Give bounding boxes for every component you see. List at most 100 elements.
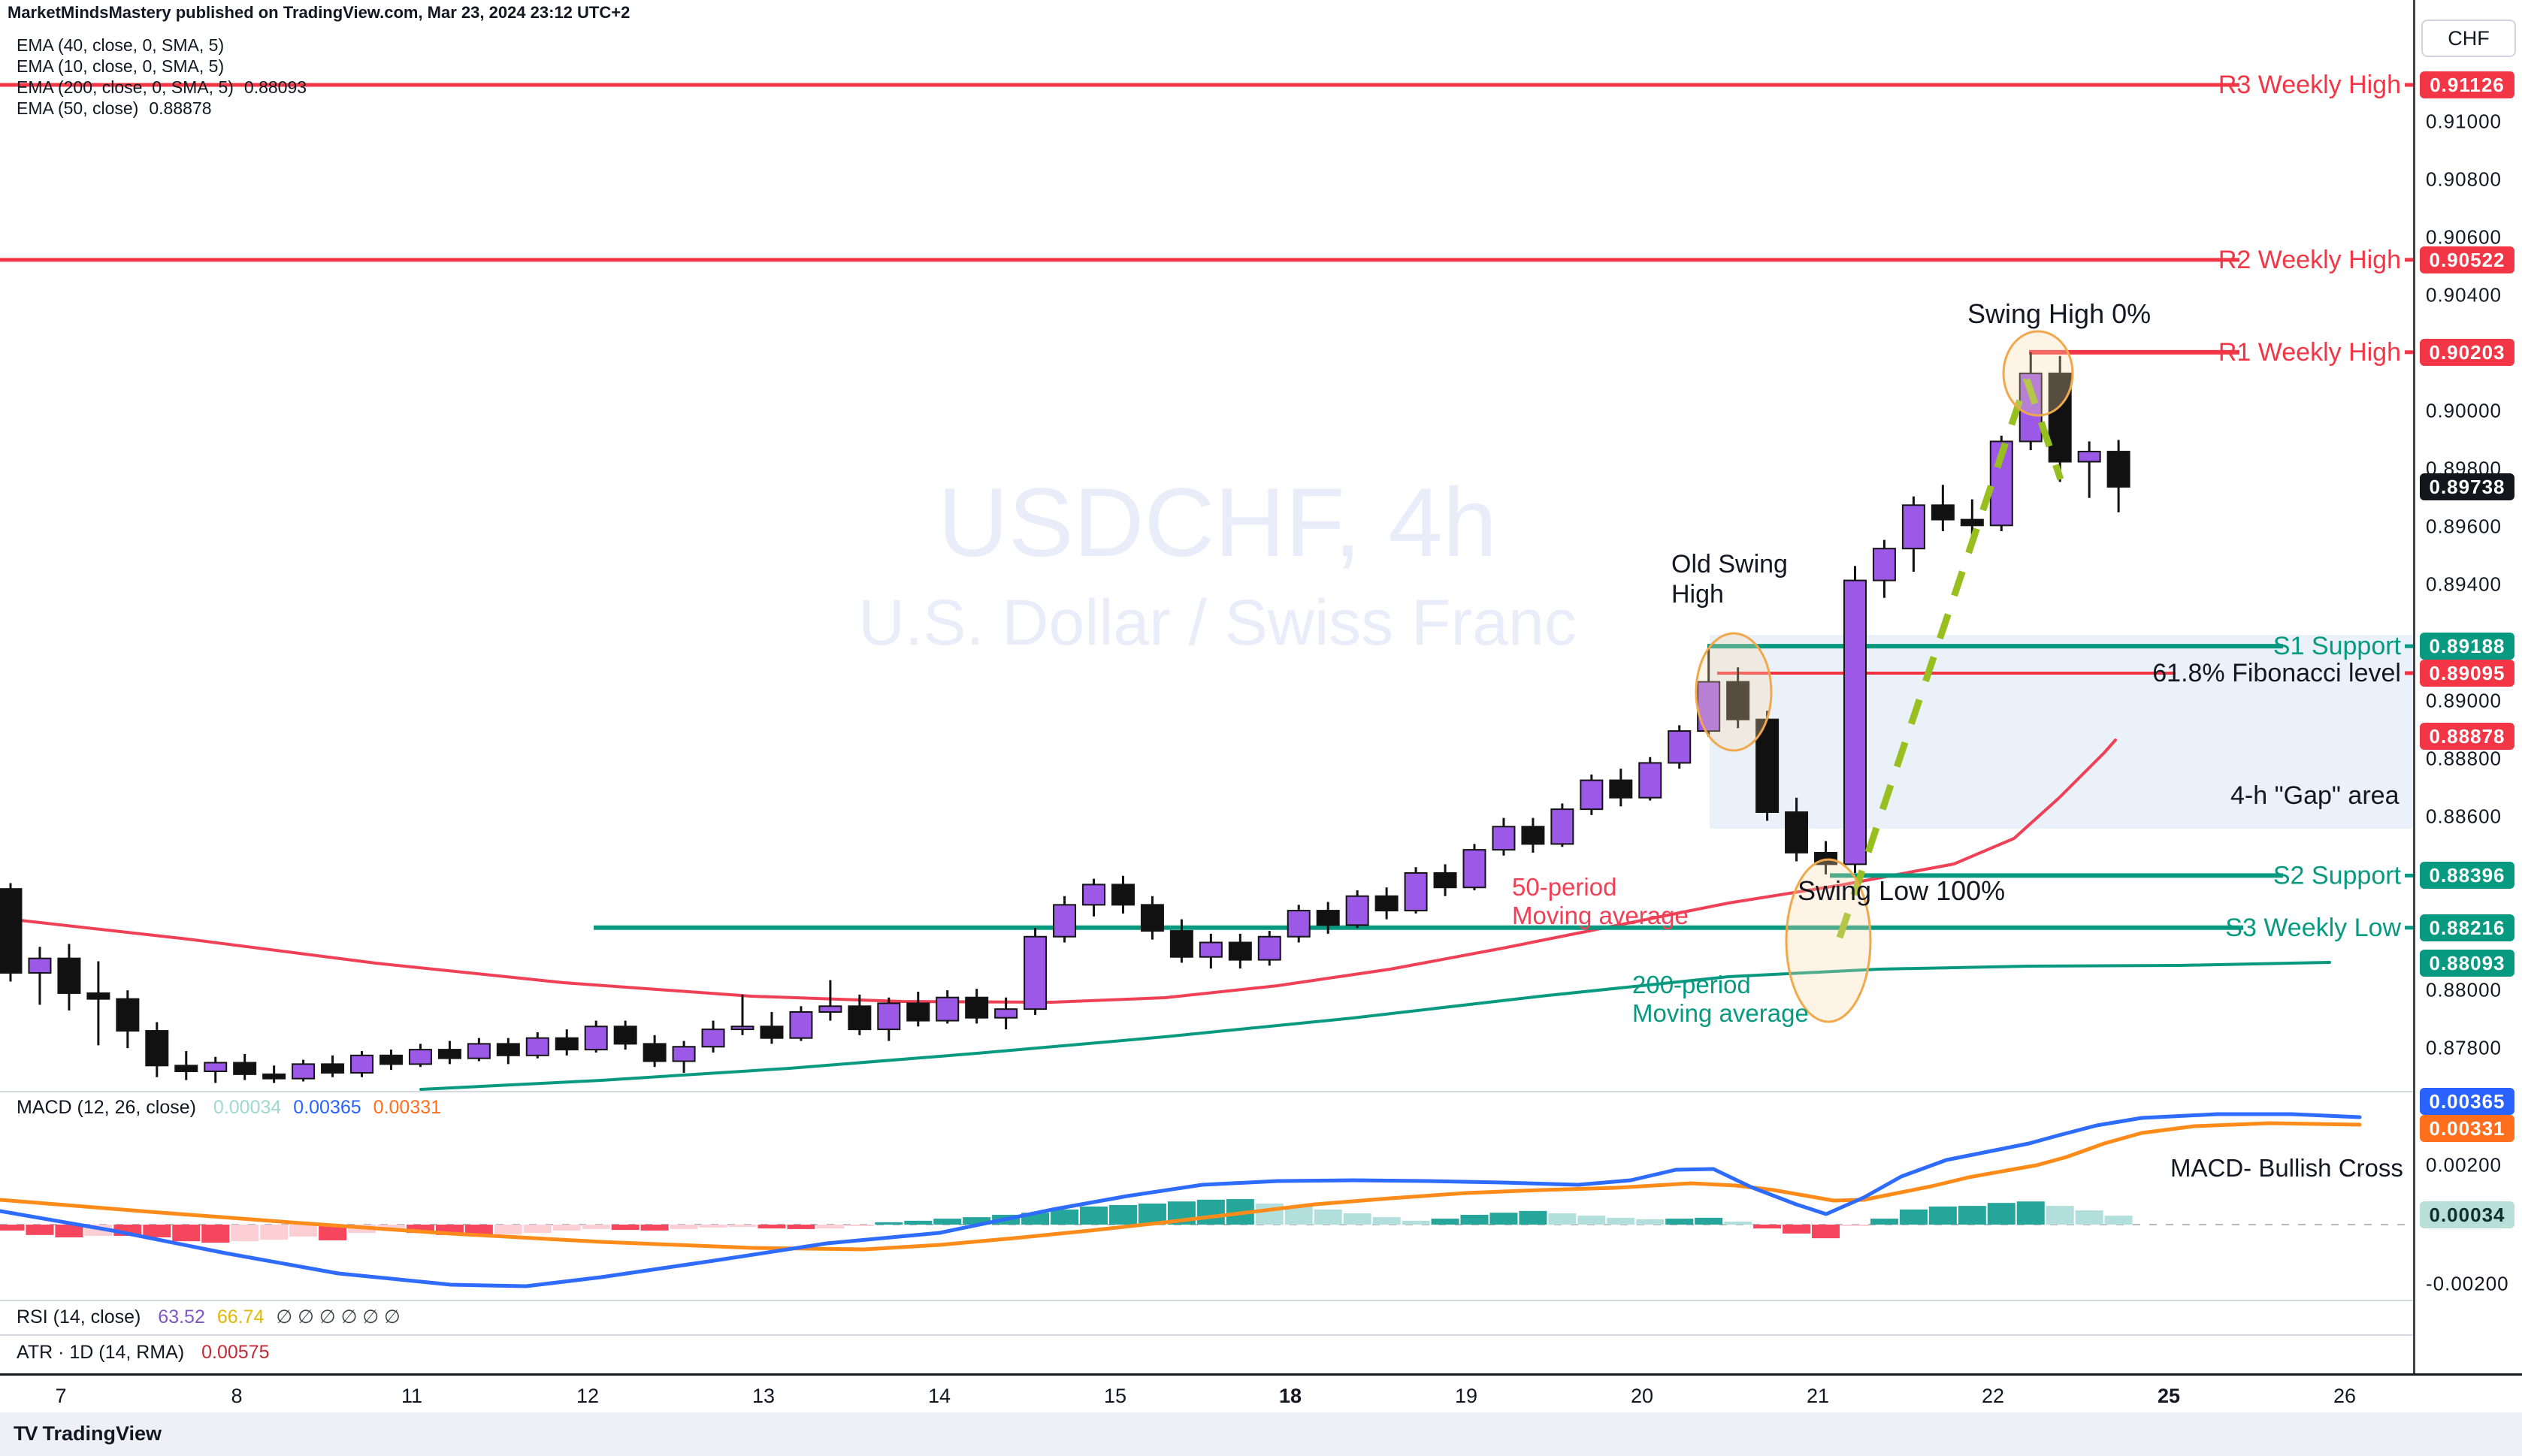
level-label: 61.8% Fibonacci level	[2152, 659, 2401, 687]
macd-histogram-bar	[1080, 1206, 1108, 1225]
candle-down	[613, 1026, 637, 1045]
macd-histogram-bar	[875, 1222, 903, 1225]
time-axis[interactable]: 7 8 11 12 13 14 15 18 19 20 21 22 25 26	[0, 1376, 2414, 1412]
candle-up	[292, 1063, 316, 1080]
candle-up	[1843, 579, 1867, 865]
candle-down	[1726, 681, 1750, 720]
price-tick-label: 0.90800	[2426, 168, 2502, 191]
candle-up	[1345, 895, 1369, 926]
price-badge: 0.88093	[2420, 950, 2514, 977]
macd-histogram-bar	[1840, 1225, 1869, 1226]
macd-histogram-bar	[699, 1225, 727, 1228]
candle-up	[584, 1026, 608, 1051]
macd-histogram-bar	[845, 1225, 874, 1226]
ma200-annotation: Moving average	[1632, 999, 1809, 1027]
macd-histogram-bar	[1284, 1206, 1313, 1225]
time-label: 21	[1806, 1385, 1830, 1407]
macd-histogram-bar	[1372, 1217, 1401, 1225]
currency-toggle[interactable]: CHF	[2421, 20, 2516, 57]
candle-up	[28, 957, 52, 974]
candle-down	[965, 996, 989, 1019]
trend-dashed-line	[2023, 378, 2064, 481]
attribution-text: MarketMindsMastery published on TradingV…	[8, 3, 630, 22]
candle-up	[467, 1043, 491, 1059]
candle-down	[1316, 910, 1340, 926]
candle-down	[1433, 871, 1457, 889]
footer-band	[0, 1412, 2522, 1456]
time-label: 14	[927, 1385, 951, 1407]
old-swing-high-annotation: High	[1671, 580, 1724, 609]
macd-histogram-bar	[1402, 1220, 1430, 1225]
watermark-description: U.S. Dollar / Swiss Franc	[858, 587, 1577, 659]
macd-legend-row[interactable]: MACD (12, 26, close) 0.00034 0.00365 0.003…	[17, 1097, 441, 1119]
indicator-legend[interactable]: EMA (40, close, 0, SMA, 5) EMA (10, clos…	[17, 35, 307, 119]
candle-down	[1521, 826, 1545, 845]
trend-dashed-line	[1836, 378, 2031, 939]
price-tick-label: 0.90400	[2426, 283, 2502, 307]
time-label: 12	[576, 1385, 600, 1407]
macd-histogram-bar	[1108, 1204, 1137, 1225]
ma50-line	[0, 739, 2117, 1004]
macd-histogram-bar	[552, 1225, 581, 1231]
axis-divider	[0, 1373, 2522, 1376]
macd-histogram-bar	[1987, 1203, 2015, 1225]
candle-down	[1960, 518, 1984, 527]
candle-up	[1901, 504, 1925, 550]
candle-down	[2048, 372, 2072, 463]
candle-up	[204, 1062, 228, 1073]
legend-row-ema10[interactable]: EMA (10, close, 0, SMA, 5)	[17, 56, 307, 77]
macd-histogram-bar	[2104, 1216, 2133, 1225]
price-badge: 0.89095	[2420, 659, 2514, 687]
candle-up	[789, 1010, 813, 1039]
macd-cross-annotation: MACD- Bullish Cross	[2170, 1154, 2403, 1182]
tradingview-logo[interactable]: TV TradingView	[14, 1422, 162, 1445]
level-label: R1 Weekly High	[2218, 338, 2401, 367]
legend-row-ema40[interactable]: EMA (40, close, 0, SMA, 5)	[17, 35, 307, 56]
swing-marker-ellipse	[1785, 858, 1872, 1023]
candle-up	[672, 1046, 696, 1062]
macd-histogram-bar	[1958, 1206, 1986, 1225]
candle-up	[1404, 871, 1428, 912]
macd-histogram-bar	[289, 1225, 318, 1237]
time-label: 25	[2157, 1385, 2181, 1407]
tradingview-logo-text: TradingView	[42, 1422, 162, 1445]
macd-tick-label: 0.00200	[2426, 1153, 2502, 1177]
macd-histogram-bar	[640, 1225, 669, 1231]
candle-up	[1024, 935, 1048, 1010]
price-axis[interactable]: CHF 0.91000 0.90800 0.90600 0.90400 0.90000 0…	[2414, 0, 2522, 1373]
ma200-annotation: 200-period	[1632, 971, 1751, 998]
atr-label: ATR · 1D (14, RMA)	[17, 1342, 185, 1363]
macd-histogram-bar	[904, 1220, 933, 1225]
price-tick-label: 0.88800	[2426, 747, 2502, 770]
rsi-legend-row[interactable]: RSI (14, close) 63.52 66.74 ∅ ∅ ∅ ∅ ∅ ∅	[17, 1306, 401, 1328]
macd-histogram-bar	[1665, 1219, 1694, 1225]
time-label: 8	[231, 1385, 243, 1407]
indicator-value: 0.00331	[373, 1097, 442, 1118]
candle-up	[1053, 904, 1077, 938]
macd-histogram-bar	[26, 1225, 54, 1235]
atr-legend-row[interactable]: ATR · 1D (14, RMA) 0.00575	[17, 1342, 270, 1364]
candle-down	[848, 1005, 872, 1031]
legend-row-ema200[interactable]: EMA (200, close, 0, SMA, 5) 0.88093	[17, 77, 307, 98]
legend-value: 0.88878	[149, 98, 212, 118]
macd-histogram-bar	[2046, 1206, 2074, 1225]
candle-up	[525, 1037, 549, 1056]
macd-histogram-bar	[1899, 1209, 1928, 1225]
macd-histogram-bar	[728, 1225, 757, 1228]
ma200-line	[419, 961, 2331, 1091]
macd-histogram-bar	[231, 1225, 259, 1242]
candle-down	[1931, 504, 1955, 521]
candle-up	[1492, 826, 1516, 851]
legend-label: EMA (40, close, 0, SMA, 5)	[17, 35, 225, 55]
candle-down	[1228, 941, 1252, 961]
candle-up	[1462, 849, 1486, 889]
candle-down	[906, 1002, 930, 1022]
legend-row-ema50[interactable]: EMA (50, close) 0.88878	[17, 98, 307, 119]
candle-down	[496, 1043, 520, 1056]
price-tick-label: 0.90000	[2426, 399, 2502, 422]
macd-histogram-bar	[1548, 1213, 1577, 1225]
candle-up	[1257, 935, 1281, 961]
macd-histogram-bar	[1724, 1222, 1752, 1225]
